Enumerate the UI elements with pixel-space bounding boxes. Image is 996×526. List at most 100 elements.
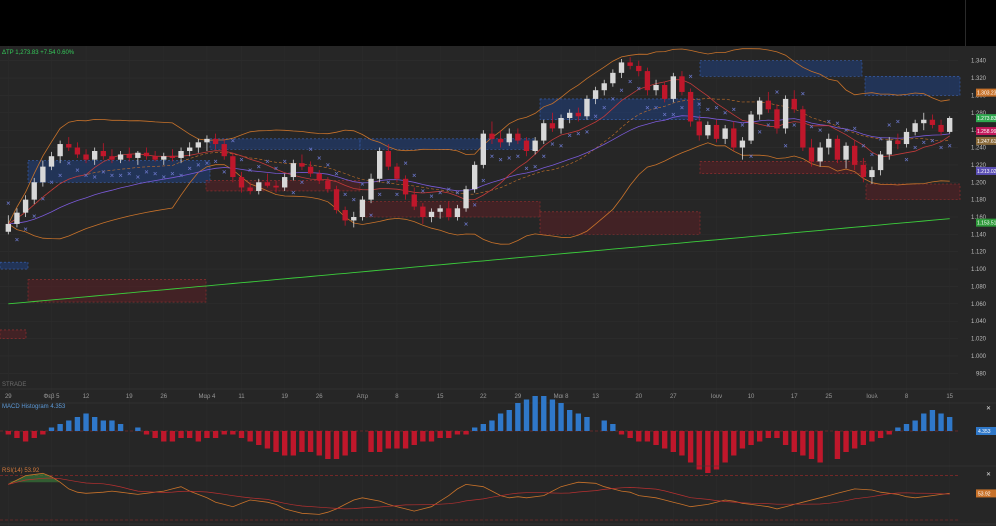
candle-body xyxy=(66,144,72,148)
sar-point xyxy=(352,197,356,202)
sar-point xyxy=(429,194,434,198)
candle-body xyxy=(420,206,426,217)
price-tag xyxy=(976,127,996,136)
sar-point xyxy=(801,91,805,96)
candle-body xyxy=(549,123,556,129)
macd-bar xyxy=(575,413,581,431)
price-tick-label: 1.320 xyxy=(971,76,987,82)
macd-value-tag xyxy=(976,427,996,435)
price-tick-label: 1.240 xyxy=(971,146,987,152)
sar-point xyxy=(118,173,123,178)
candle-body xyxy=(886,140,892,155)
macd-bar xyxy=(800,431,806,456)
sar-point xyxy=(688,74,693,79)
price-tick-label: 1.100 xyxy=(971,267,987,273)
candle-body xyxy=(567,112,573,118)
sar-point xyxy=(645,105,650,110)
macd-bar xyxy=(14,431,20,438)
date-tick-label: 29 xyxy=(5,394,12,400)
macd-close-icon[interactable]: ✕ xyxy=(986,406,991,412)
macd-bar xyxy=(420,431,426,442)
sar-point xyxy=(939,145,943,150)
date-tick-label: Μαρ 4 xyxy=(199,394,217,400)
zone-box xyxy=(27,279,207,303)
candle-body xyxy=(316,173,322,181)
sar-point xyxy=(360,182,365,186)
candle-body xyxy=(618,62,625,73)
candle-body xyxy=(446,208,452,217)
candle-body xyxy=(877,154,884,171)
sar-point xyxy=(369,213,373,218)
price-tag-label: 1.213.02 xyxy=(977,169,996,175)
sar-point xyxy=(757,130,762,134)
rsi-title: RSI(14) 53.92 xyxy=(2,468,40,474)
sar-point xyxy=(619,88,624,92)
candle-body xyxy=(662,85,668,99)
sar-point xyxy=(239,157,244,162)
macd-bar xyxy=(446,431,452,438)
date-tick-label: 11 xyxy=(238,394,245,400)
macd-bar xyxy=(713,431,720,470)
candle-body xyxy=(299,163,305,167)
zone-box xyxy=(539,211,701,235)
macd-bar xyxy=(31,431,37,438)
sar-point xyxy=(706,107,710,112)
candle-body xyxy=(31,182,37,200)
rsi-close-icon[interactable]: ✕ xyxy=(986,472,991,478)
candle-body xyxy=(307,166,314,174)
sar-point xyxy=(127,171,131,176)
macd-bar xyxy=(143,431,150,435)
sar-point xyxy=(136,175,140,179)
price-tag xyxy=(976,88,996,97)
macd-bar xyxy=(299,431,305,452)
candle-body xyxy=(92,151,98,160)
candle-body xyxy=(368,178,374,200)
candle-body xyxy=(256,182,262,191)
macd-bar xyxy=(394,431,400,449)
candle-body xyxy=(938,124,944,132)
candle-body xyxy=(377,151,383,179)
candle-body xyxy=(696,121,702,136)
candle-body xyxy=(187,147,193,151)
date-tick-label: Μαι 8 xyxy=(554,394,569,400)
macd-bar xyxy=(92,417,98,431)
chart-canvas[interactable]: 1.3401.3201.3001.2801.2601.2401.2201.200… xyxy=(0,46,996,526)
candle-body xyxy=(359,199,366,217)
macd-bar xyxy=(903,424,910,431)
candle-body xyxy=(895,140,901,145)
sar-point xyxy=(783,144,788,148)
candle-body xyxy=(333,189,340,211)
macd-bar xyxy=(532,396,538,431)
candle-body xyxy=(627,62,633,66)
macd-bar xyxy=(238,431,245,438)
date-tick-label: 22 xyxy=(480,394,487,400)
macd-bar xyxy=(290,431,296,456)
macd-bar xyxy=(523,399,530,431)
sar-point xyxy=(913,145,917,150)
macd-bar xyxy=(731,431,737,456)
sar-point xyxy=(67,161,71,165)
sar-point xyxy=(84,173,88,178)
macd-bar xyxy=(739,431,746,449)
date-tick-label: 25 xyxy=(825,394,832,400)
candle-body xyxy=(834,138,841,160)
macd-bar xyxy=(852,431,858,449)
sar-point xyxy=(490,154,494,158)
candle-body xyxy=(48,156,55,167)
macd-bar xyxy=(48,427,55,431)
candle-body xyxy=(351,217,357,221)
candle-body xyxy=(843,145,849,160)
candle-body xyxy=(83,154,89,160)
sar-point xyxy=(930,138,935,143)
candle-body xyxy=(161,156,167,160)
candle-body xyxy=(394,166,400,179)
macd-bar xyxy=(774,431,780,438)
macd-bar xyxy=(834,431,841,459)
sar-point xyxy=(58,173,62,178)
zone-box xyxy=(27,160,211,183)
price-tag xyxy=(976,136,996,145)
macd-bar xyxy=(843,431,849,452)
sar-point xyxy=(852,126,857,131)
trading-chart[interactable]: 1.3401.3201.3001.2801.2601.2401.2201.200… xyxy=(0,46,996,526)
macd-bar xyxy=(273,431,279,452)
